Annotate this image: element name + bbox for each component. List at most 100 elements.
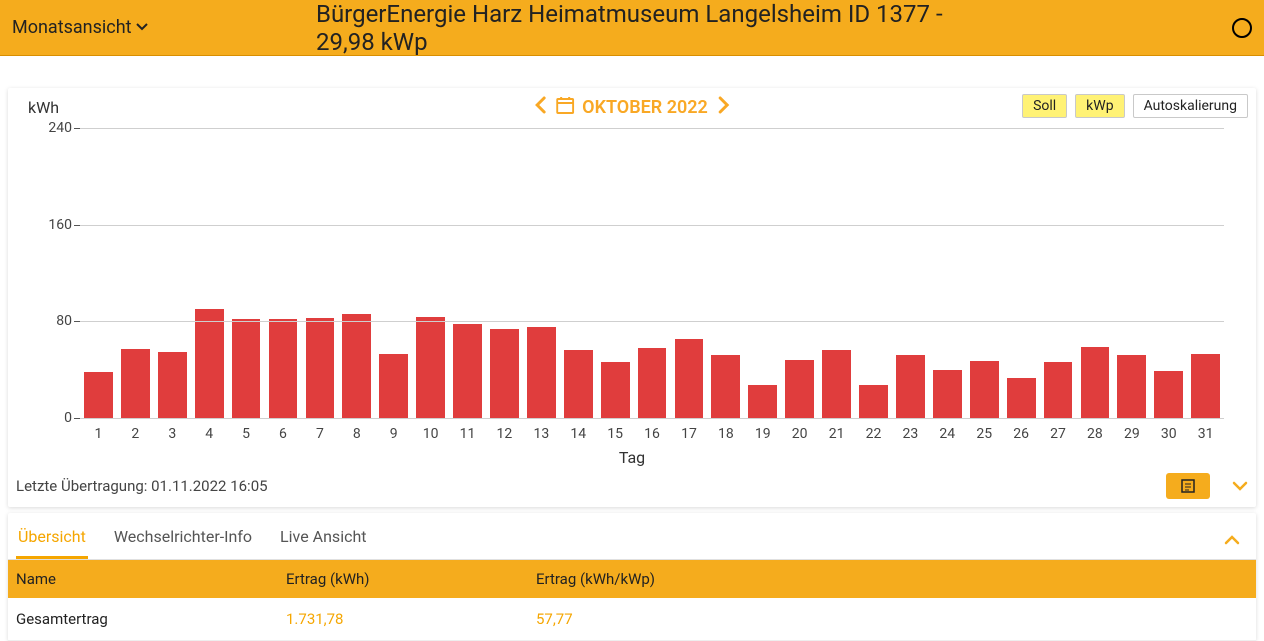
period-label[interactable]: OKTOBER 2022 (582, 97, 708, 118)
bar[interactable] (1044, 362, 1073, 418)
bar[interactable] (896, 355, 925, 418)
th-ertrag-kwh: Ertrag (kWh) (286, 570, 536, 588)
bar[interactable] (195, 309, 224, 418)
bar-slot (966, 128, 1003, 418)
bar[interactable] (1117, 355, 1146, 418)
chart-header: kWh OKTOBER 2022 Soll kWp Autoskalierun (8, 88, 1256, 128)
x-tick-label: 23 (892, 422, 929, 448)
x-tick-label: 22 (855, 422, 892, 448)
view-selector[interactable]: Monatsansicht (12, 17, 148, 38)
bar-slot (80, 128, 117, 418)
x-tick-label: 31 (1187, 422, 1224, 448)
bar-slot (301, 128, 338, 418)
gridline (80, 418, 1224, 419)
last-update-label: Letzte Übertragung: 01.11.2022 16:05 (16, 477, 268, 495)
bar[interactable] (453, 324, 482, 418)
x-tick-label: 5 (228, 422, 265, 448)
bar[interactable] (748, 385, 777, 418)
chart-footer: Letzte Übertragung: 01.11.2022 16:05 (8, 469, 1256, 507)
tab-live-view[interactable]: Live Ansicht (278, 521, 368, 559)
x-tick-label: 28 (1076, 422, 1113, 448)
table-panel: Übersicht Wechselrichter-Info Live Ansic… (8, 513, 1256, 641)
bar-slot (375, 128, 412, 418)
x-tick-label: 27 (1040, 422, 1077, 448)
bar-slot (781, 128, 818, 418)
bar[interactable] (675, 339, 704, 418)
bar[interactable] (379, 354, 408, 418)
bar-slot (707, 128, 744, 418)
x-axis-labels: 1234567891011121314151617181920212223242… (80, 422, 1224, 448)
bar-slot (117, 128, 154, 418)
cell-ertrag-kwp: 57,77 (536, 610, 1248, 628)
bar-slot (929, 128, 966, 418)
bar-slot (671, 128, 708, 418)
tab-inverter-info[interactable]: Wechselrichter-Info (112, 521, 254, 559)
bar-slot (523, 128, 560, 418)
x-tick-label: 17 (671, 422, 708, 448)
y-tick-label: 160 (48, 217, 72, 233)
x-tick-label: 11 (449, 422, 486, 448)
collapse-chart-icon[interactable] (1232, 476, 1248, 497)
next-month-button[interactable] (716, 96, 730, 119)
bar[interactable] (1154, 371, 1183, 418)
x-tick-label: 12 (486, 422, 523, 448)
kwp-button[interactable]: kWp (1075, 94, 1124, 118)
bar[interactable] (933, 370, 962, 418)
bar[interactable] (342, 314, 371, 418)
x-tick-label: 2 (117, 422, 154, 448)
bar[interactable] (601, 362, 630, 418)
bar[interactable] (970, 361, 999, 418)
export-button[interactable] (1166, 473, 1210, 499)
collapse-table-icon[interactable] (1224, 530, 1248, 551)
bar[interactable] (564, 350, 593, 418)
chart-panel: kWh OKTOBER 2022 Soll kWp Autoskalierun (8, 88, 1256, 507)
bar[interactable] (859, 385, 888, 418)
cell-ertrag-kwh: 1.731,78 (286, 610, 536, 628)
table-header: Name Ertrag (kWh) Ertrag (kWh/kWp) (8, 560, 1256, 598)
bar-slot (818, 128, 855, 418)
bar-slot (265, 128, 302, 418)
view-selector-label: Monatsansicht (12, 17, 132, 38)
bar-slot (1076, 128, 1113, 418)
prev-month-button[interactable] (534, 96, 548, 119)
bar-slot (338, 128, 375, 418)
bar[interactable] (1191, 354, 1220, 418)
x-tick-label: 26 (1003, 422, 1040, 448)
bar[interactable] (711, 355, 740, 418)
bar-slot (486, 128, 523, 418)
bar-slot (597, 128, 634, 418)
soll-button[interactable]: Soll (1022, 94, 1067, 118)
bar-slot (855, 128, 892, 418)
user-icon[interactable] (1232, 18, 1252, 38)
bar[interactable] (84, 372, 113, 418)
th-name: Name (16, 570, 286, 588)
bar[interactable] (785, 360, 814, 418)
y-tick-label: 0 (64, 410, 72, 426)
x-tick-label: 8 (338, 422, 375, 448)
bar[interactable] (1081, 347, 1110, 418)
calendar-icon[interactable] (556, 96, 574, 119)
x-tick-label: 16 (634, 422, 671, 448)
cell-name: Gesamtertrag (16, 610, 286, 628)
bar[interactable] (1007, 378, 1036, 418)
bar[interactable] (490, 329, 519, 418)
gridline (80, 321, 1224, 322)
bar[interactable] (269, 319, 298, 418)
autoscale-button[interactable]: Autoskalierung (1133, 94, 1248, 118)
x-tick-label: 24 (929, 422, 966, 448)
tab-overview[interactable]: Übersicht (16, 521, 88, 559)
bar-slot (560, 128, 597, 418)
bar[interactable] (306, 318, 335, 418)
page-title: BürgerEnergie Harz Heimatmuseum Langelsh… (316, 0, 948, 56)
bar-slot (892, 128, 929, 418)
bar-slot (412, 128, 449, 418)
bar[interactable] (822, 350, 851, 418)
bar[interactable] (232, 319, 261, 418)
bar[interactable] (638, 348, 667, 418)
bar-slot (1187, 128, 1224, 418)
bar[interactable] (121, 349, 150, 418)
bar[interactable] (527, 327, 556, 418)
bar[interactable] (416, 317, 445, 419)
bar[interactable] (158, 352, 187, 418)
gridline (80, 225, 1224, 226)
